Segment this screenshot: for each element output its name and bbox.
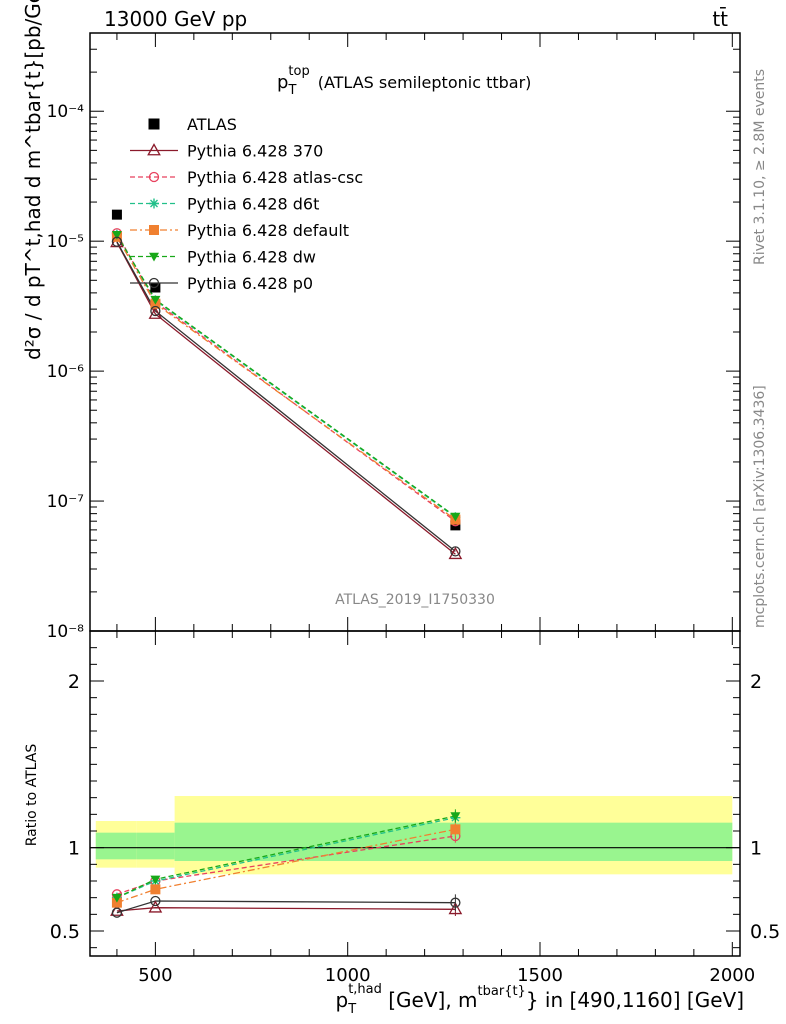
- main-point-s1-1: [148, 306, 163, 319]
- xlabel-sup2: tbar{t}: [478, 984, 526, 999]
- ratio-point-s3-2: [450, 824, 461, 835]
- ratio-point-s0-2: [448, 902, 463, 915]
- ratio-point-s5-2: [450, 897, 461, 908]
- ratio-point-s4-2: [450, 812, 461, 821]
- main-y-tick-labels: 10⁻⁸ 10⁻⁷ 10⁻⁶ 10⁻⁵ 10⁻⁴: [47, 102, 85, 642]
- xlabel-main: p: [336, 988, 349, 1012]
- ratio-y-tick-labels: 0.5 0.5 1 1 2 2: [50, 671, 780, 943]
- ratio-point-s4-1: [150, 875, 161, 885]
- legend-label-0: ATLAS: [187, 115, 237, 134]
- ratio-y-tick-label-right: 2: [750, 671, 762, 693]
- xlabel-rest: [GeV], m: [382, 988, 478, 1012]
- ratio-band-inner-0: [95, 832, 137, 860]
- main-series-line-6: [116, 241, 456, 552]
- legend-marker-2: [148, 171, 160, 183]
- main-point-s5-2: [450, 512, 461, 522]
- title-main-letter: p: [277, 72, 288, 93]
- main-plot-title: pTtop (ATLAS semileptonic ttbar): [277, 64, 531, 98]
- legend-label-6: Pythia 6.428 p0: [187, 274, 313, 293]
- ratio-y-axis-label: Ratio to ATLAS: [24, 744, 40, 847]
- legend-marker-5: [149, 252, 159, 262]
- main-axis-ticks: [90, 32, 740, 632]
- ratio-point-s0-1: [148, 900, 163, 913]
- ratio-point-s3-1: [150, 884, 161, 895]
- header-right-label: tt̄: [712, 6, 728, 31]
- main-y-tick-label: 10⁻⁷: [47, 492, 85, 512]
- main-point-s0-0: [111, 209, 122, 220]
- title-subscript: T: [287, 83, 296, 98]
- main-y-tick-label: 10⁻⁴: [47, 102, 85, 122]
- main-point-s5-1: [150, 295, 161, 305]
- x-tick-label: 2000: [709, 965, 755, 986]
- ratio-plot-frame: [89, 630, 741, 957]
- ratio-uncertainty-bands: [90, 796, 740, 875]
- ratio-axis-ticks: [90, 631, 740, 956]
- x-tick-label: 500: [138, 965, 172, 986]
- x-tick-label: 1000: [325, 965, 371, 986]
- ratio-y-tick-label: 1: [68, 838, 80, 860]
- main-point-s6-2: [450, 546, 461, 557]
- xlabel-sub: T: [347, 1002, 356, 1017]
- xlabel-tail: } in [490,1160] [GeV]: [526, 988, 744, 1012]
- ratio-point-s4-0: [111, 893, 122, 903]
- main-series-lines: [116, 232, 456, 555]
- main-point-s6-1: [150, 305, 161, 317]
- mcplots-label: mcplots.cern.ch [arXiv:1306.3436]: [752, 385, 768, 628]
- main-point-s1-2: [448, 546, 463, 560]
- main-y-axis-label: d²σ / d pT^t,had d m^tbar{t}[pb/GeV²]: [21, 0, 45, 360]
- main-point-s5-0: [111, 231, 122, 240]
- main-y-tick-label: 10⁻⁶: [47, 362, 85, 382]
- rivet-label: Rivet 3.1.10, ≥ 2.8M events: [752, 69, 768, 265]
- legend-label-3: Pythia 6.428 d6t: [187, 195, 319, 214]
- main-point-s6-0: [111, 236, 123, 247]
- legend-marker-3: [149, 198, 159, 209]
- ratio-y-tick-label: 2: [68, 671, 80, 693]
- legend-label-1: Pythia 6.428 370: [187, 142, 323, 161]
- main-series-line-1: [116, 241, 456, 555]
- ratio-y-tick-label: 0.5: [50, 921, 80, 943]
- main-y-tick-label: 10⁻⁵: [47, 232, 84, 252]
- title-superscript: top: [288, 64, 309, 79]
- main-y-tick-label: 10⁻⁸: [47, 622, 85, 642]
- analysis-watermark: ATLAS_2019_I1750330: [335, 592, 495, 608]
- xlabel-sup: t,had: [348, 982, 382, 997]
- ratio-point-s5-0: [111, 907, 123, 918]
- legend: ATLAS Pythia 6.428 370 Pythia 6.428 atlas-…: [130, 115, 363, 293]
- ratio-point-s5-1: [150, 895, 161, 907]
- ratio-y-tick-label-right: 1: [750, 838, 762, 860]
- ratio-y-tick-label-right: 0.5: [750, 921, 780, 943]
- title-rest: (ATLAS semileptonic ttbar): [318, 73, 532, 92]
- header-left-label: 13000 GeV pp: [104, 7, 247, 31]
- ratio-series-line-0: [116, 907, 456, 912]
- legend-label-2: Pythia 6.428 atlas-csc: [187, 168, 363, 187]
- x-axis-label: pTt,had [GeV], mtbar{t}} in [490,1160] […: [336, 982, 744, 1017]
- x-tick-labels: 500 1000 1500 2000: [138, 965, 755, 986]
- ratio-series-line-5: [116, 900, 456, 914]
- x-tick-label: 1500: [517, 965, 563, 986]
- legend-label-4: Pythia 6.428 default: [187, 221, 349, 240]
- legend-marker-4: [149, 225, 159, 235]
- ratio-point-s0-0: [110, 903, 124, 916]
- legend-marker-0: [148, 118, 160, 130]
- legend-label-5: Pythia 6.428 dw: [187, 248, 316, 267]
- legend-marker-1: [147, 143, 161, 156]
- ratio-series-markers: [110, 809, 463, 918]
- legend-marker-6: [148, 277, 160, 289]
- ratio-band-inner-1: [136, 832, 175, 860]
